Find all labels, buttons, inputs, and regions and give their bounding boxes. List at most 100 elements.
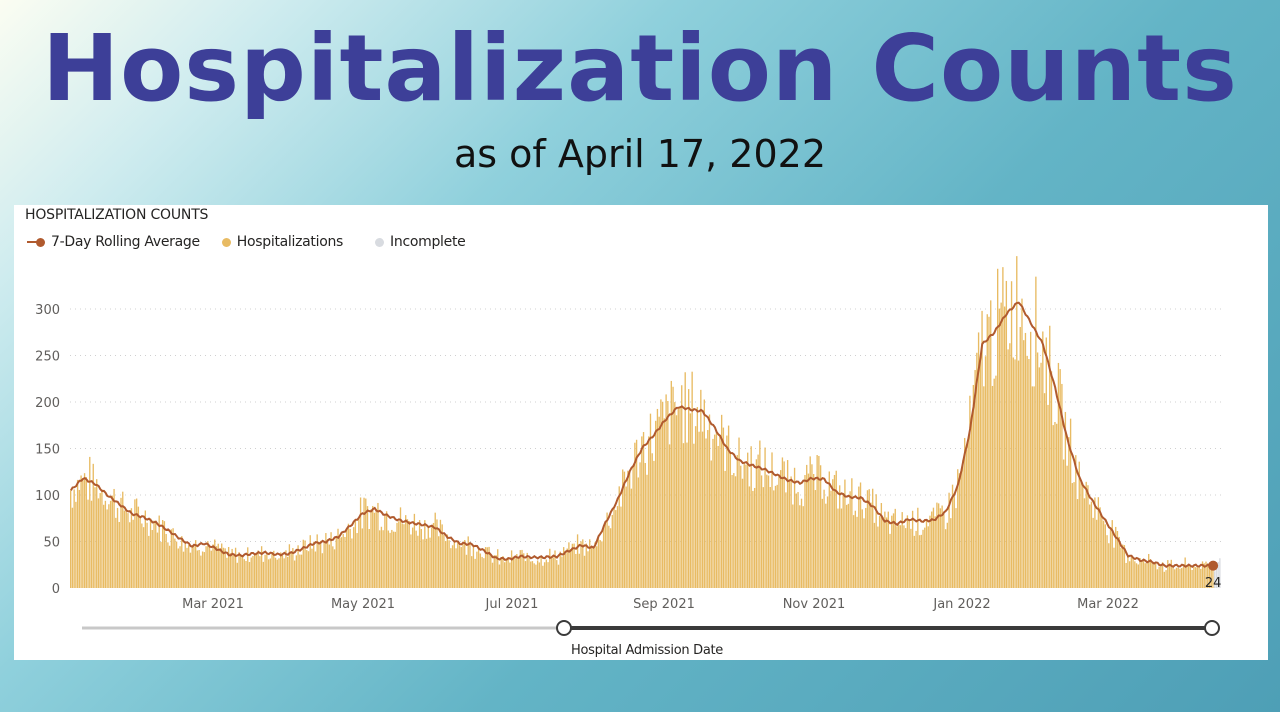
bar[interactable]	[446, 534, 449, 589]
bar[interactable]	[87, 499, 89, 588]
bar[interactable]	[1148, 553, 1150, 588]
bar[interactable]	[82, 480, 84, 588]
bar[interactable]	[106, 509, 108, 588]
bar[interactable]	[325, 533, 327, 588]
bar[interactable]	[174, 538, 176, 588]
bar[interactable]	[807, 473, 810, 588]
bar[interactable]	[1089, 504, 1091, 588]
bar[interactable]	[441, 524, 443, 588]
bar[interactable]	[1087, 485, 1089, 588]
bar[interactable]	[611, 514, 613, 588]
bar[interactable]	[189, 552, 192, 588]
bar[interactable]	[1033, 386, 1035, 588]
bar[interactable]	[313, 541, 315, 588]
bar[interactable]	[89, 456, 91, 588]
bar[interactable]	[861, 509, 863, 588]
bar[interactable]	[1184, 557, 1186, 589]
bar[interactable]	[1125, 562, 1127, 588]
bar[interactable]	[352, 527, 355, 588]
bar[interactable]	[1071, 483, 1073, 588]
bar[interactable]	[997, 268, 999, 588]
bar[interactable]	[422, 539, 424, 588]
bar[interactable]	[462, 541, 464, 588]
bar[interactable]	[1163, 571, 1166, 588]
bar[interactable]	[1208, 566, 1211, 588]
slider-handle-start[interactable]	[556, 620, 572, 636]
bar[interactable]	[882, 516, 884, 588]
bar[interactable]	[818, 455, 820, 588]
bar[interactable]	[1154, 563, 1157, 588]
bar[interactable]	[1135, 563, 1138, 588]
bar[interactable]	[1205, 561, 1207, 588]
bar[interactable]	[986, 314, 988, 588]
bar[interactable]	[943, 513, 945, 588]
bar[interactable]	[524, 561, 527, 588]
bar[interactable]	[557, 564, 560, 588]
bar[interactable]	[554, 550, 556, 588]
bar[interactable]	[1023, 340, 1025, 588]
bar[interactable]	[899, 525, 902, 588]
bar[interactable]	[694, 426, 697, 588]
bar[interactable]	[221, 543, 223, 589]
bar[interactable]	[1094, 497, 1096, 588]
bar[interactable]	[443, 534, 445, 588]
bar[interactable]	[335, 537, 337, 588]
bar[interactable]	[873, 522, 876, 588]
bar[interactable]	[663, 418, 666, 588]
bar[interactable]	[521, 549, 523, 588]
bar[interactable]	[184, 542, 186, 588]
bar[interactable]	[658, 416, 660, 588]
bar[interactable]	[96, 479, 98, 588]
bar[interactable]	[1170, 559, 1172, 588]
bar[interactable]	[1144, 563, 1146, 588]
bar[interactable]	[217, 543, 219, 588]
bar[interactable]	[130, 508, 133, 588]
bar[interactable]	[714, 434, 716, 588]
bar[interactable]	[1193, 566, 1195, 588]
bar[interactable]	[528, 557, 530, 588]
bar[interactable]	[153, 520, 155, 588]
bar[interactable]	[998, 308, 1001, 588]
bar[interactable]	[842, 492, 844, 588]
bar[interactable]	[688, 389, 690, 588]
bar[interactable]	[229, 553, 232, 588]
bar[interactable]	[729, 452, 732, 588]
bar[interactable]	[686, 442, 688, 588]
bar[interactable]	[1009, 343, 1011, 588]
bar[interactable]	[552, 557, 554, 588]
bar[interactable]	[1128, 561, 1131, 588]
bar[interactable]	[655, 420, 657, 588]
bar[interactable]	[432, 522, 435, 588]
bar[interactable]	[155, 520, 157, 588]
bar[interactable]	[1134, 561, 1136, 588]
bar[interactable]	[693, 443, 695, 588]
bar[interactable]	[609, 528, 612, 588]
bar[interactable]	[236, 562, 238, 588]
bar[interactable]	[102, 504, 105, 588]
bar[interactable]	[182, 551, 185, 588]
bar[interactable]	[642, 432, 645, 588]
bar[interactable]	[191, 545, 193, 588]
bar[interactable]	[608, 525, 610, 588]
bar[interactable]	[917, 507, 919, 588]
bar[interactable]	[92, 463, 94, 588]
bar[interactable]	[380, 526, 383, 588]
bar[interactable]	[1137, 564, 1139, 588]
bar[interactable]	[194, 540, 197, 588]
bar[interactable]	[830, 490, 832, 588]
bar[interactable]	[101, 489, 103, 588]
bar[interactable]	[491, 562, 494, 588]
bar[interactable]	[622, 469, 624, 588]
bar[interactable]	[668, 444, 671, 588]
bar[interactable]	[920, 534, 922, 588]
bar[interactable]	[580, 541, 582, 588]
bar[interactable]	[677, 408, 679, 588]
bar[interactable]	[274, 557, 277, 588]
bar[interactable]	[575, 553, 577, 588]
bar[interactable]	[1010, 281, 1013, 588]
bar[interactable]	[816, 455, 818, 588]
bar[interactable]	[158, 515, 160, 588]
bar[interactable]	[892, 513, 895, 588]
bar[interactable]	[675, 415, 678, 588]
bar[interactable]	[455, 548, 457, 588]
